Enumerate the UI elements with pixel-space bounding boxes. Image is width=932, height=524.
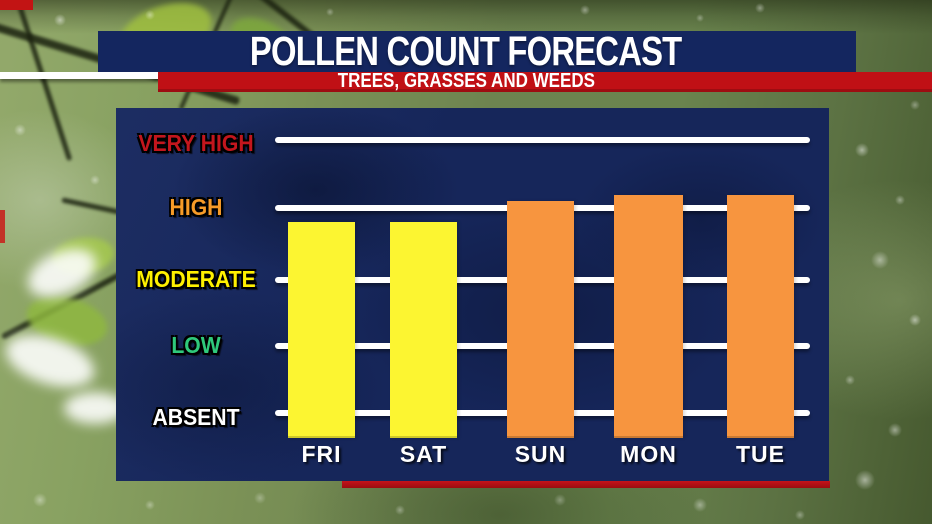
bar-tue [727,194,794,438]
xtick-sun: SUN [514,441,567,467]
ytick-low: LOW [171,332,221,358]
bar-fri [288,221,355,438]
bar-mon [614,194,683,438]
xtick-fri: FRI [301,441,342,467]
ytick-absent: ABSENT [152,404,240,430]
gridline-very-high [275,137,810,143]
page-subtitle-text: TREES, GRASSES AND WEEDS [337,70,595,92]
header-white-strip [0,72,158,79]
panel-texture [116,108,829,481]
xtick-sat: SAT [399,441,448,467]
header-bar [98,31,856,72]
bottom-red-underline [342,481,830,488]
left-edge-red-sliver [0,210,5,243]
ytick-very-high: VERY HIGH [138,130,254,156]
xtick-tue: TUE [736,441,785,467]
page-title-text: POLLEN COUNT FORECAST [250,28,682,74]
corner-red-block [0,0,33,10]
chart-panel: VERY HIGH HIGH MODERATE LOW ABSENT FRI S… [116,108,829,481]
page-title: POLLEN COUNT FORECAST [0,31,932,72]
subtitle-bar [158,72,932,92]
page-subtitle: TREES, GRASSES AND WEEDS [0,71,932,92]
ytick-high: HIGH [169,194,223,220]
xtick-mon: MON [620,441,677,467]
bar-sun [507,201,574,438]
ytick-moderate: MODERATE [136,266,256,292]
bar-sat [390,221,457,438]
